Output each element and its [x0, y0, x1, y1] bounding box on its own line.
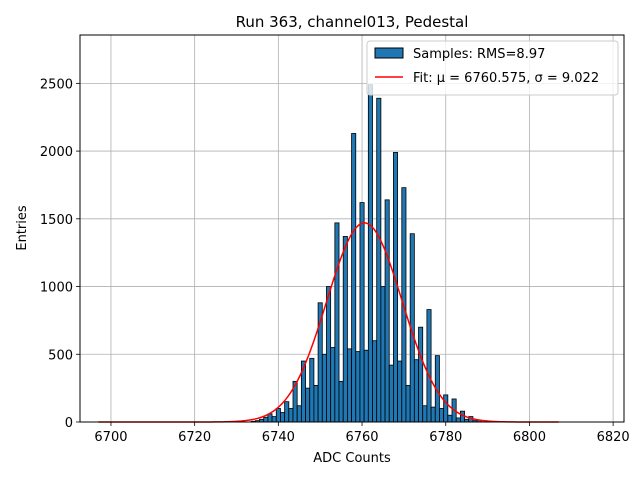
- histogram-bar: [351, 133, 357, 423]
- histogram-bar: [443, 394, 449, 423]
- x-tick-label: 6740: [262, 430, 295, 445]
- y-tick-label: 500: [48, 348, 73, 363]
- y-axis-ticks: 0 500 1000 1500 2000 2500: [40, 77, 80, 431]
- histogram-bar: [397, 360, 403, 423]
- histogram-bar: [367, 84, 373, 423]
- histogram-bar: [376, 97, 382, 423]
- histogram-bar: [342, 236, 348, 423]
- x-axis-label: ADC Counts: [313, 451, 391, 466]
- y-tick-label: 0: [65, 416, 73, 431]
- histogram-bar: [284, 401, 290, 423]
- histogram-bar: [296, 405, 302, 423]
- y-tick-label: 2000: [40, 145, 73, 160]
- x-axis-ticks: 6700 6720 6740 6760 6780 6800 6820: [94, 422, 630, 445]
- chart-title: Run 363, channel013, Pedestal: [236, 13, 469, 31]
- y-tick-label: 2500: [40, 77, 73, 92]
- histogram-bars: [250, 84, 482, 423]
- histogram-bar: [271, 416, 277, 423]
- histogram-bar: [393, 152, 399, 423]
- histogram-bar: [426, 309, 432, 423]
- legend-label-samples: Samples: RMS=8.97: [413, 47, 545, 62]
- x-tick-label: 6800: [513, 430, 546, 445]
- histogram-bar: [430, 406, 436, 423]
- x-tick-label: 6760: [345, 430, 378, 445]
- histogram-bar: [313, 385, 319, 423]
- y-tick-label: 1500: [40, 213, 73, 228]
- histogram-bar: [405, 385, 411, 423]
- histogram-bar: [334, 222, 340, 423]
- plot-frame: [79, 34, 625, 423]
- legend: Samples: RMS=8.97 Fit: μ = 6760.575, σ =…: [366, 40, 619, 96]
- histogram-bar: [309, 357, 315, 423]
- x-tick-label: 6720: [178, 430, 211, 445]
- histogram-bar: [380, 286, 386, 423]
- histogram-bar: [288, 408, 294, 423]
- histogram-bar: [326, 286, 332, 423]
- histogram-bar: [305, 387, 311, 423]
- histogram-bar: [267, 413, 273, 423]
- histogram-bar: [388, 364, 394, 423]
- histogram-bar: [359, 202, 365, 423]
- histogram-bar: [338, 380, 344, 423]
- histogram-bar: [363, 349, 369, 423]
- histogram-bar: [418, 326, 424, 423]
- legend-label-fit: Fit: μ = 6760.575, σ = 9.022: [413, 71, 599, 86]
- histogram-bar: [447, 414, 453, 423]
- histogram-bar: [275, 408, 281, 423]
- histogram-bar: [321, 353, 327, 423]
- histogram-bar: [263, 416, 269, 423]
- x-tick-label: 6820: [597, 430, 630, 445]
- legend-box: [366, 40, 619, 96]
- histogram-bar: [330, 347, 336, 423]
- x-tick-label: 6700: [94, 430, 127, 445]
- histogram-bar: [439, 408, 445, 423]
- legend-swatch-samples: [374, 47, 404, 59]
- x-tick-label: 6780: [429, 430, 462, 445]
- histogram-bar: [372, 340, 378, 423]
- y-tick-label: 1000: [40, 281, 73, 296]
- histogram-bar: [280, 412, 286, 423]
- histogram-bar: [346, 348, 352, 423]
- histogram-bar: [455, 417, 461, 423]
- y-axis-label: Entries: [15, 205, 30, 251]
- histogram-bar: [422, 405, 428, 423]
- histogram-bar: [413, 359, 419, 423]
- histogram-bar: [355, 351, 361, 423]
- histogram-bar: [384, 199, 390, 423]
